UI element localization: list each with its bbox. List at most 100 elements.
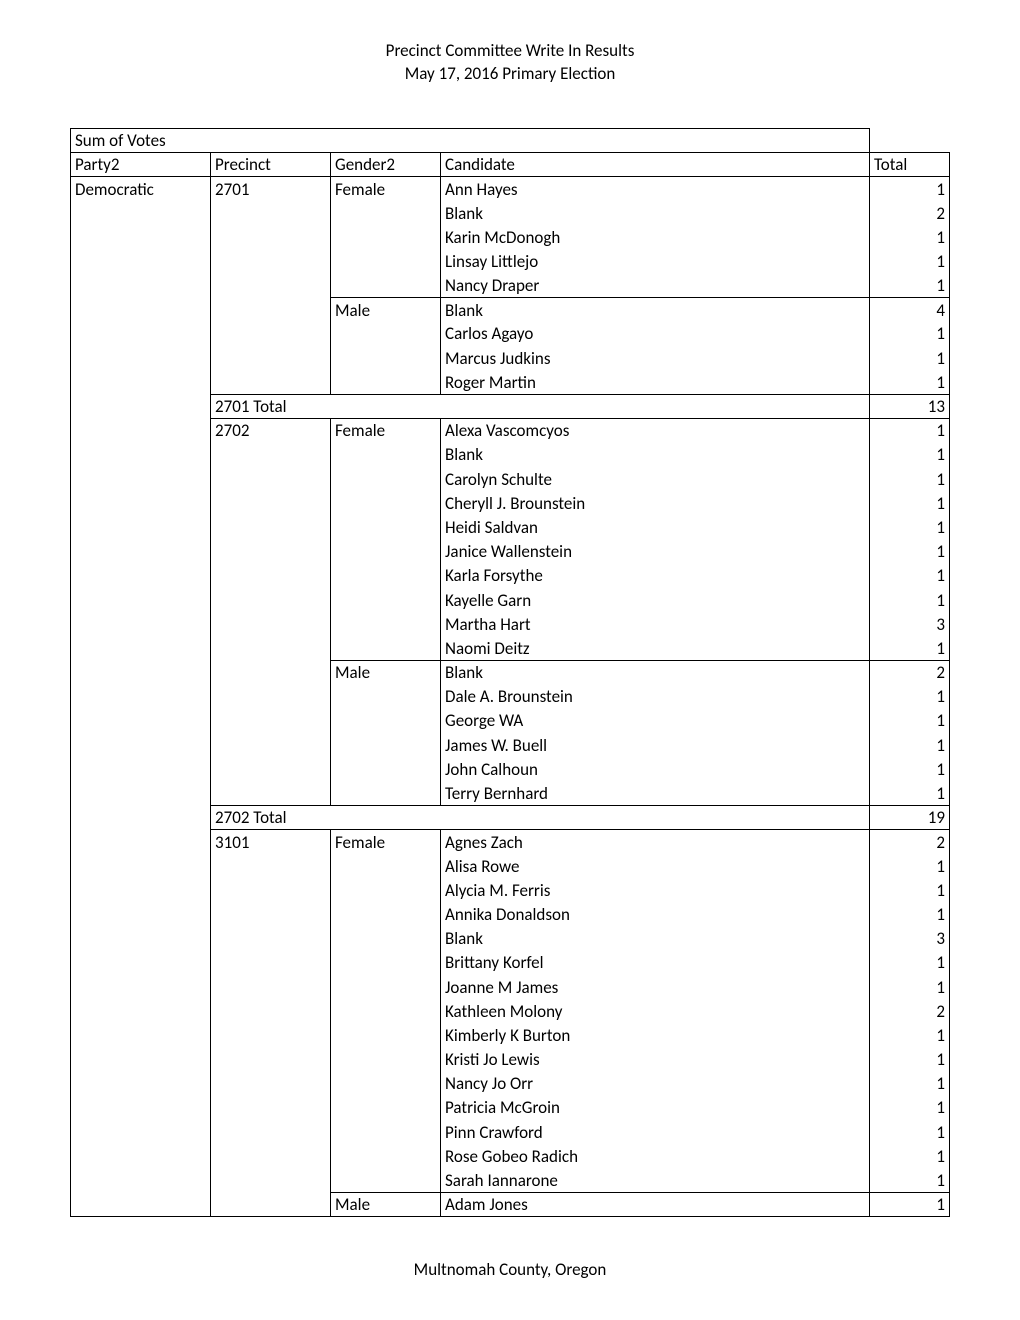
votes-cell: 1 (870, 1144, 950, 1168)
votes-cell: 1 (870, 249, 950, 273)
votes-cell: 2 (870, 201, 950, 225)
votes-cell: 1 (870, 322, 950, 346)
candidate-cell: Blank (441, 443, 870, 467)
candidate-cell: Ann Hayes (441, 177, 870, 201)
candidate-cell: Kayelle Garn (441, 588, 870, 612)
votes-cell: 1 (870, 757, 950, 781)
gender-cell: Male (331, 661, 441, 685)
party-cell: Democratic (71, 177, 211, 201)
header-line-2: May 17, 2016 Primary Election (70, 63, 950, 86)
results-table: Sum of VotesParty2PrecinctGender2Candida… (70, 128, 950, 1217)
votes-cell: 1 (870, 588, 950, 612)
candidate-cell: Dale A. Brounstein (441, 685, 870, 709)
precinct-cell: 2702 (211, 419, 331, 443)
votes-cell: 3 (870, 612, 950, 636)
candidate-cell: Janice Wallenstein (441, 540, 870, 564)
candidate-cell: Brittany Korfel (441, 951, 870, 975)
candidate-cell: Kimberly K Burton (441, 1023, 870, 1047)
candidate-cell: Sarah Iannarone (441, 1168, 870, 1192)
votes-cell: 1 (870, 975, 950, 999)
candidate-cell: Joanne M James (441, 975, 870, 999)
candidate-cell: Carolyn Schulte (441, 467, 870, 491)
votes-cell: 1 (870, 225, 950, 249)
votes-cell: 1 (870, 709, 950, 733)
candidate-cell: Blank (441, 201, 870, 225)
col-total: Total (870, 153, 950, 177)
candidate-cell: Heidi Saldvan (441, 515, 870, 539)
votes-cell: 1 (870, 274, 950, 298)
candidate-cell: Alisa Rowe (441, 854, 870, 878)
votes-cell: 1 (870, 1168, 950, 1192)
votes-cell: 2 (870, 830, 950, 854)
votes-cell: 1 (870, 177, 950, 201)
candidate-cell: Nancy Jo Orr (441, 1072, 870, 1096)
candidate-cell: Karla Forsythe (441, 564, 870, 588)
votes-cell: 1 (870, 636, 950, 660)
votes-cell: 1 (870, 443, 950, 467)
candidate-cell: George WA (441, 709, 870, 733)
votes-cell: 1 (870, 685, 950, 709)
precinct-total-value: 13 (870, 394, 950, 418)
votes-cell: 1 (870, 1193, 950, 1217)
precinct-cell: 2701 (211, 177, 331, 201)
header-line-1: Precinct Committee Write In Results (70, 40, 950, 63)
votes-cell: 4 (870, 298, 950, 322)
votes-cell: 1 (870, 854, 950, 878)
votes-cell: 1 (870, 491, 950, 515)
votes-cell: 1 (870, 370, 950, 394)
candidate-cell: Nancy Draper (441, 274, 870, 298)
page-footer: Multnomah County, Oregon (0, 1259, 1020, 1280)
votes-cell: 1 (870, 564, 950, 588)
col-candidate: Candidate (441, 153, 870, 177)
votes-cell: 1 (870, 346, 950, 370)
candidate-cell: Adam Jones (441, 1193, 870, 1217)
votes-cell: 1 (870, 902, 950, 926)
votes-cell: 1 (870, 878, 950, 902)
candidate-cell: Alexa Vascomcyos (441, 419, 870, 443)
votes-cell: 1 (870, 419, 950, 443)
votes-cell: 1 (870, 1096, 950, 1120)
candidate-cell: John Calhoun (441, 757, 870, 781)
votes-cell: 2 (870, 999, 950, 1023)
votes-cell: 2 (870, 661, 950, 685)
candidate-cell: Martha Hart (441, 612, 870, 636)
page: Precinct Committee Write In Results May … (0, 0, 1020, 1320)
candidate-cell: Karin McDonogh (441, 225, 870, 249)
precinct-total-value: 19 (870, 806, 950, 830)
votes-cell: 1 (870, 1048, 950, 1072)
candidate-cell: Annika Donaldson (441, 902, 870, 926)
votes-cell: 1 (870, 733, 950, 757)
votes-cell: 3 (870, 927, 950, 951)
candidate-cell: Linsay Littlejo (441, 249, 870, 273)
col-gender: Gender2 (331, 153, 441, 177)
votes-cell: 1 (870, 1120, 950, 1144)
votes-cell: 1 (870, 781, 950, 805)
candidate-cell: Terry Bernhard (441, 781, 870, 805)
candidate-cell: James W. Buell (441, 733, 870, 757)
precinct-total-label: 2701 Total (211, 394, 870, 418)
precinct-cell: 3101 (211, 830, 331, 854)
votes-cell: 1 (870, 1023, 950, 1047)
table-title: Sum of Votes (71, 128, 211, 152)
candidate-cell: Alycia M. Ferris (441, 878, 870, 902)
candidate-cell: Carlos Agayo (441, 322, 870, 346)
page-header: Precinct Committee Write In Results May … (70, 40, 950, 86)
candidate-cell: Roger Martin (441, 370, 870, 394)
gender-cell: Male (331, 1193, 441, 1217)
gender-cell: Female (331, 419, 441, 443)
gender-cell: Male (331, 298, 441, 322)
col-precinct: Precinct (211, 153, 331, 177)
candidate-cell: Blank (441, 661, 870, 685)
candidate-cell: Patricia McGroin (441, 1096, 870, 1120)
candidate-cell: Blank (441, 927, 870, 951)
gender-cell: Female (331, 830, 441, 854)
votes-cell: 1 (870, 951, 950, 975)
votes-cell: 1 (870, 467, 950, 491)
candidate-cell: Naomi Deitz (441, 636, 870, 660)
gender-cell: Female (331, 177, 441, 201)
votes-cell: 1 (870, 1072, 950, 1096)
col-party: Party2 (71, 153, 211, 177)
candidate-cell: Agnes Zach (441, 830, 870, 854)
candidate-cell: Pinn Crawford (441, 1120, 870, 1144)
candidate-cell: Marcus Judkins (441, 346, 870, 370)
